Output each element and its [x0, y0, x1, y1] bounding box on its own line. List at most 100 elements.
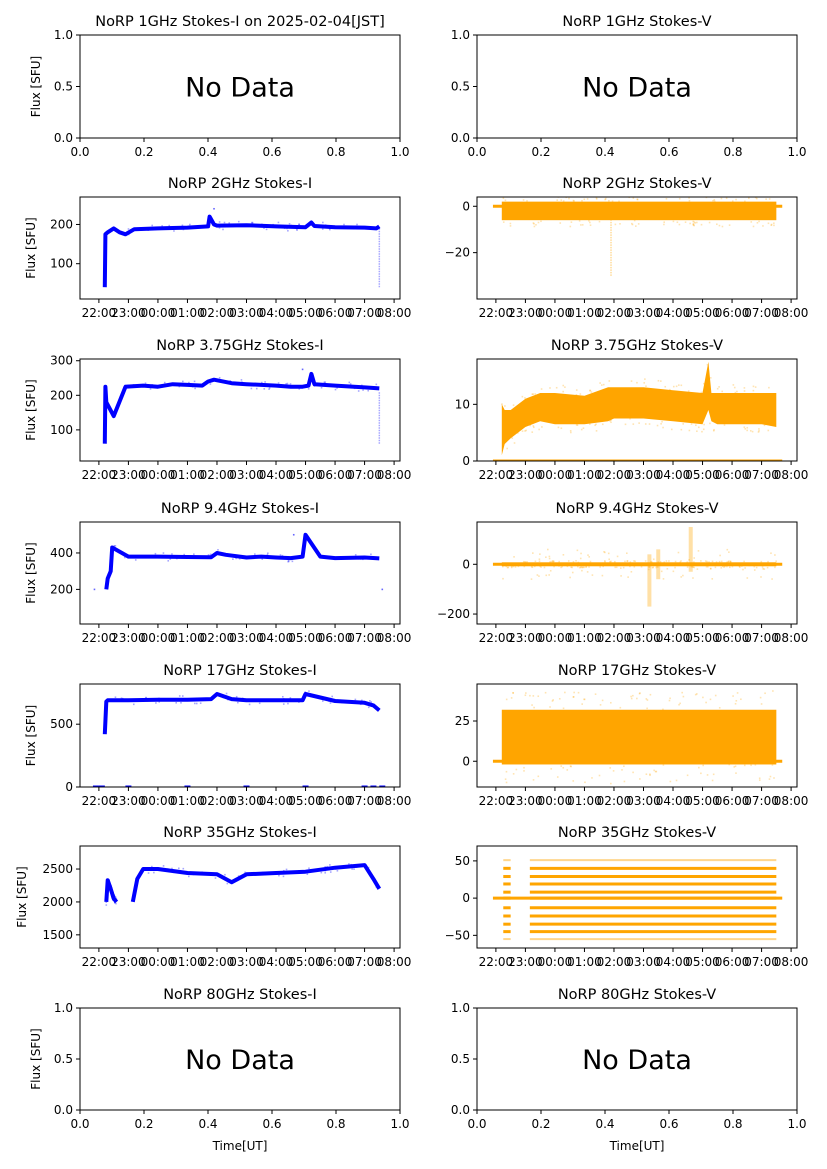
data-point	[532, 779, 535, 781]
data-point	[330, 557, 333, 559]
data-point	[566, 769, 569, 771]
subplot-title: NoRP 1GHz Stokes-V	[562, 14, 711, 30]
data-point	[106, 882, 109, 884]
x-tick-label: 03:00	[229, 631, 264, 645]
data-point	[194, 387, 196, 390]
data-point	[357, 390, 360, 392]
data-point	[632, 197, 635, 199]
data-point	[132, 703, 135, 706]
data-point	[680, 428, 683, 431]
data-point	[734, 765, 737, 768]
data-point	[351, 865, 353, 868]
data-point	[640, 565, 643, 568]
data-point	[649, 773, 651, 776]
subplot-2ghz-i: NoRP 2GHz Stokes-I Flux [SFU] 100 200 22:002…	[24, 176, 411, 320]
data-point	[191, 385, 194, 388]
data-point	[576, 549, 579, 552]
data-point	[552, 561, 554, 564]
data-point	[195, 556, 197, 558]
x-tick-label: 01:00	[567, 794, 602, 808]
data-point	[588, 556, 591, 558]
data-point	[755, 197, 758, 200]
data-point	[626, 560, 629, 562]
data-point	[609, 560, 611, 563]
data-point	[560, 199, 563, 201]
data-point	[375, 383, 378, 386]
data-point	[531, 704, 533, 706]
data-point	[261, 381, 263, 384]
x-tick-label: 00:00	[141, 306, 176, 320]
data-point	[758, 428, 760, 430]
data-point	[623, 780, 626, 783]
data-point	[328, 227, 331, 230]
data-point	[324, 871, 327, 874]
data-point	[696, 568, 699, 570]
data-point	[726, 565, 728, 568]
data-point	[553, 565, 555, 568]
y-axis-label: Flux [SFU]	[24, 217, 38, 278]
y-axis-label: Flux [SFU]	[24, 542, 38, 603]
data-point	[716, 195, 718, 197]
data-point	[758, 430, 760, 432]
x-tick-label: 00:00	[141, 631, 176, 645]
data-point	[605, 195, 607, 197]
subplot-title: NoRP 35GHz Stokes-I	[163, 825, 317, 841]
data-point	[277, 382, 280, 384]
data-point	[330, 556, 333, 558]
data-point	[366, 870, 369, 872]
data-point	[720, 560, 723, 563]
data-point	[313, 385, 316, 387]
data-point	[669, 780, 672, 783]
data-point	[654, 770, 657, 773]
data-point	[241, 381, 243, 383]
data-point	[278, 874, 280, 877]
data-point	[306, 873, 309, 876]
data-point	[224, 554, 227, 557]
data-point	[287, 560, 290, 563]
data-point	[628, 197, 631, 199]
data-point	[158, 701, 161, 703]
data-point	[601, 423, 604, 426]
data-point	[600, 384, 603, 386]
data-point	[752, 225, 755, 228]
data-point	[739, 566, 741, 568]
data-point	[329, 702, 332, 704]
data-point	[112, 699, 114, 702]
data-point	[289, 557, 292, 560]
data-point	[237, 220, 240, 223]
x-tick-label: 22:00	[479, 794, 514, 808]
data-point	[267, 552, 269, 555]
data-point	[324, 866, 326, 868]
data-point	[773, 777, 775, 779]
data-point	[255, 387, 258, 390]
plot-area	[102, 368, 381, 444]
data-point	[348, 384, 350, 387]
x-tick-label: 06:00	[715, 955, 750, 969]
data-point	[589, 224, 592, 227]
y-tick-label: 200	[50, 388, 73, 402]
x-tick-label: 06:00	[715, 631, 750, 645]
data-point	[577, 565, 579, 568]
data-point	[632, 195, 634, 197]
data-point	[537, 775, 540, 778]
x-tick-label: 22:00	[82, 468, 117, 482]
data-point	[736, 692, 739, 694]
y-tick-label: 0.0	[451, 1103, 470, 1117]
data-point	[630, 380, 633, 382]
x-tick-label: 08:00	[377, 955, 412, 969]
x-tick-label: 05:00	[288, 631, 323, 645]
data-point	[720, 567, 723, 569]
data-point	[588, 566, 590, 568]
data-point	[636, 381, 638, 384]
data-point	[331, 695, 333, 698]
x-tick-label: 0.0	[70, 145, 89, 159]
data-point	[162, 865, 165, 867]
data-point	[268, 387, 271, 389]
data-point	[205, 382, 208, 384]
data-point	[115, 898, 118, 901]
data-point	[348, 863, 350, 865]
data-point	[110, 890, 112, 892]
data-point	[248, 703, 251, 706]
data-point	[731, 565, 734, 568]
burst-band	[688, 526, 693, 572]
